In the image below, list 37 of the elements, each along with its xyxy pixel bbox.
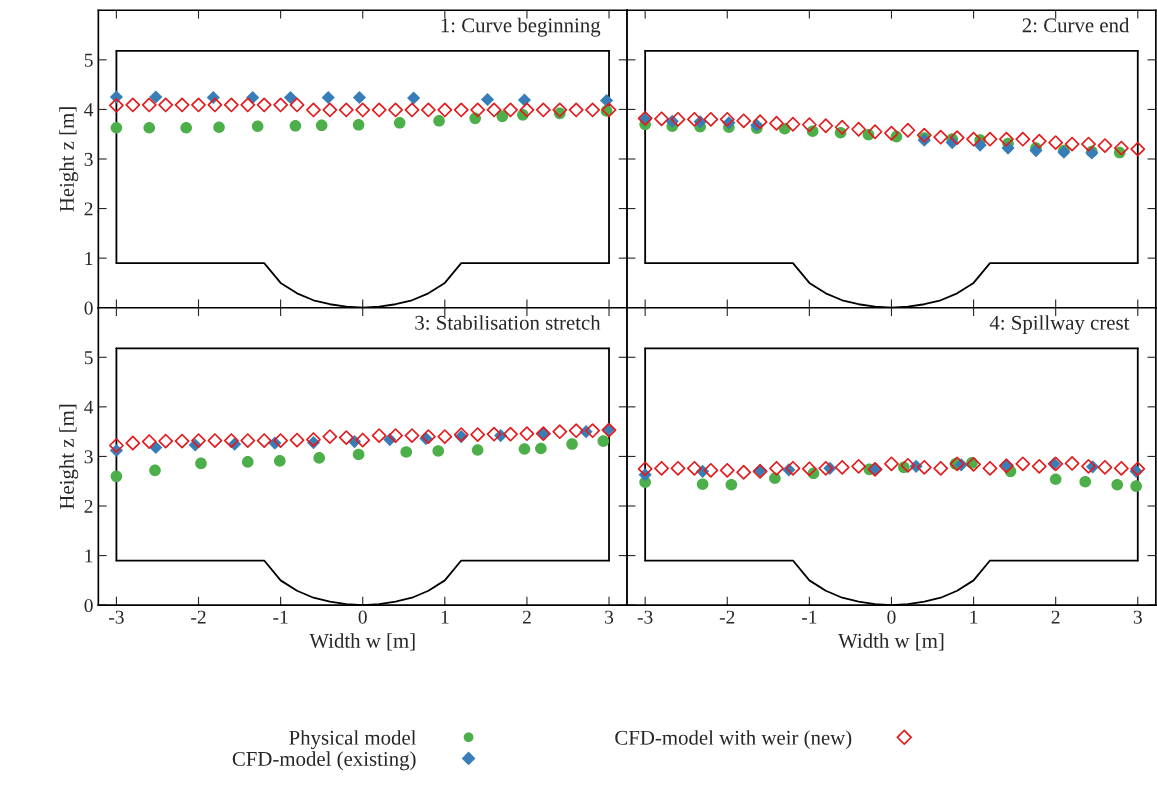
y-axis-title: Height z [m] — [59, 404, 79, 510]
chart-title: 2: Curve end — [1022, 17, 1130, 33]
x-tick-label: -1 — [273, 610, 288, 624]
x-tick-label: 3 — [605, 610, 614, 624]
x-tick-label: 1 — [441, 610, 449, 624]
x-tick-label: -3 — [637, 610, 653, 624]
y-tick-label: 5 — [84, 53, 93, 67]
y-tick-label: 3 — [84, 152, 93, 166]
x-tick-label: 3 — [1133, 610, 1142, 624]
x-axis-title: Width w [m] — [838, 633, 944, 651]
y-tick-label: 1 — [85, 252, 93, 265]
y-tick-label: 1 — [85, 549, 93, 563]
x-tick-label: 0 — [358, 610, 367, 624]
legend-label: CFD-model (existing) — [232, 751, 416, 771]
y-axis-title: Height z [m] — [59, 107, 79, 212]
legend-label: CFD-model with weir (new) — [615, 730, 852, 750]
x-tick-label: -2 — [191, 610, 206, 624]
y-tick-label: 2 — [84, 202, 93, 216]
x-tick-label: 2 — [1051, 610, 1060, 624]
y-tick-label: 2 — [84, 499, 93, 513]
chart-title: 3: Stabilisation stretch — [415, 315, 601, 330]
y-tick-label: 0 — [84, 301, 93, 315]
y-tick-label: 4 — [84, 103, 94, 117]
y-tick-label: 5 — [84, 351, 93, 365]
x-tick-label: 2 — [522, 610, 531, 624]
x-tick-label: 1 — [970, 610, 978, 624]
y-tick-label: 3 — [84, 450, 93, 464]
chart-title: 4: Spillway crest — [989, 315, 1130, 335]
chart-title: 1: Curve beginning — [441, 17, 601, 37]
x-tick-label: 0 — [887, 610, 896, 624]
x-tick-label: -3 — [109, 610, 124, 624]
y-tick-label: 4 — [84, 400, 94, 414]
x-tick-label: -1 — [801, 610, 817, 624]
legend-label: Physical model — [289, 730, 417, 750]
x-tick-label: -2 — [719, 610, 735, 624]
x-axis-title: Width w [m] — [309, 633, 415, 651]
y-tick-label: 0 — [84, 598, 93, 613]
